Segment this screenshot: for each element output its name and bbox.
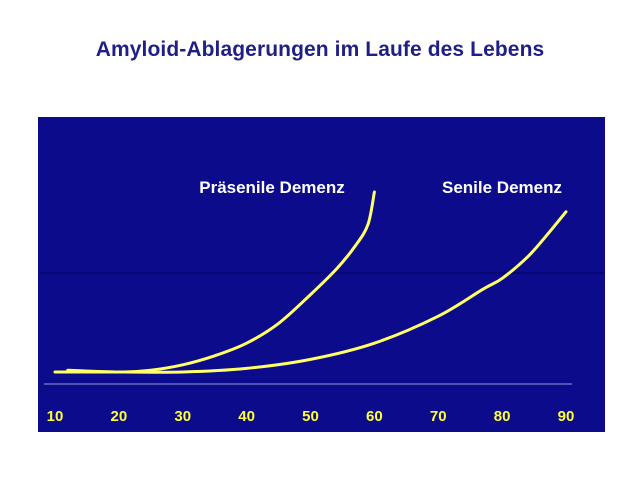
x-tick-label: 20 (111, 408, 128, 425)
series-label-senile-demenz: Senile Demenz (442, 178, 562, 197)
x-tick-label: 80 (494, 408, 511, 425)
chart-title: Amyloid-Ablagerungen im Laufe des Lebens (95, 38, 545, 61)
x-tick-label: 40 (238, 408, 255, 425)
x-tick-label: 90 (558, 408, 575, 425)
series-line-praesenile-demenz (66, 190, 376, 374)
x-tick-label: 30 (174, 408, 191, 425)
x-tick-label: 10 (47, 408, 64, 425)
series-line-senile-demenz (53, 210, 568, 374)
x-tick-label: 60 (366, 408, 383, 425)
x-tick-label: 70 (430, 408, 447, 425)
series-label-praesenile-demenz: Präsenile Demenz (199, 178, 345, 197)
plot-panel (38, 117, 605, 432)
x-tick-label: 50 (302, 408, 319, 425)
